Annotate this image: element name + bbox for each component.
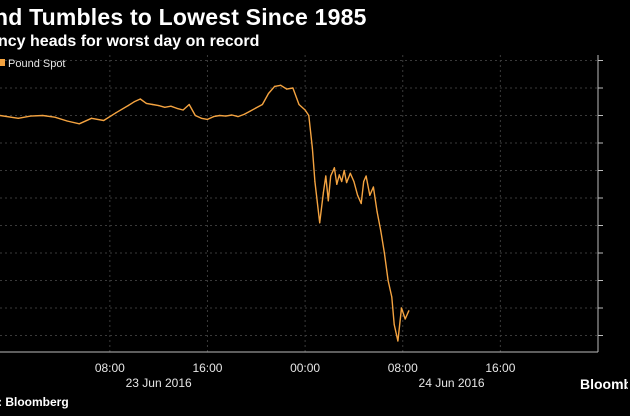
data-point	[188, 103, 190, 106]
data-point	[206, 118, 209, 120]
data-point	[369, 194, 371, 196]
data-point	[338, 174, 340, 176]
data-point	[336, 183, 338, 185]
data-point	[330, 175, 332, 177]
legend-swatch	[0, 59, 5, 66]
data-point	[237, 116, 239, 118]
data-point	[365, 175, 367, 177]
data-point	[133, 101, 135, 103]
data-point	[360, 202, 362, 205]
data-point	[387, 279, 389, 282]
data-point	[170, 105, 172, 107]
data-point	[308, 114, 310, 117]
data-point	[404, 318, 406, 320]
data-point	[249, 110, 251, 112]
data-point	[325, 175, 327, 177]
data-point	[333, 167, 335, 169]
data-point	[145, 102, 148, 104]
data-point	[380, 230, 382, 232]
data-point	[176, 107, 178, 109]
data-point	[255, 107, 257, 109]
data-point	[304, 109, 306, 111]
data-point	[182, 109, 184, 111]
data-point	[393, 323, 395, 326]
chart-subtitle: ncy heads for worst day on record	[0, 33, 260, 50]
source-note: : Bloomberg	[0, 395, 69, 409]
data-point	[286, 88, 288, 90]
data-point	[322, 191, 325, 194]
data-point	[139, 98, 141, 100]
data-point	[127, 105, 129, 107]
x-tick-label: 00:00	[290, 361, 320, 375]
chart-title: nd Tumbles to Lowest Since 1985	[0, 4, 367, 30]
data-point	[164, 106, 166, 108]
legend-label: Pound Spot	[8, 58, 66, 70]
data-point	[200, 117, 202, 119]
data-point	[327, 200, 329, 202]
data-point	[194, 114, 196, 117]
data-point	[343, 169, 345, 172]
data-point	[356, 194, 359, 196]
bloomberg-logo: Bloomberg	[580, 376, 628, 392]
data-point	[90, 117, 93, 119]
data-point	[345, 182, 348, 184]
data-point	[391, 296, 393, 298]
data-point	[0, 114, 1, 117]
data-point	[319, 222, 321, 224]
data-point	[29, 115, 32, 117]
x-tick-label: 08:00	[95, 361, 125, 375]
data-point	[408, 310, 410, 312]
x-tick-label: 08:00	[388, 361, 418, 375]
data-point	[363, 180, 365, 183]
x-tick-label: 16:00	[485, 361, 515, 375]
data-point	[225, 115, 227, 117]
data-point	[383, 252, 386, 254]
data-point	[292, 87, 294, 89]
data-point	[353, 180, 355, 183]
data-point	[78, 123, 80, 125]
data-point	[212, 116, 215, 118]
data-point	[341, 180, 343, 183]
data-point	[311, 147, 314, 150]
data-point	[261, 103, 263, 106]
data-point	[243, 113, 245, 115]
series-line-pound-spot	[0, 84, 410, 342]
data-point	[298, 103, 300, 106]
data-point	[115, 112, 117, 114]
data-point	[103, 119, 105, 122]
data-point	[158, 105, 160, 107]
x-tick-label: 16:00	[192, 361, 222, 375]
data-point	[376, 211, 378, 213]
data-point	[17, 117, 19, 119]
data-point	[397, 340, 399, 342]
data-point	[349, 172, 351, 174]
data-point	[219, 114, 221, 117]
date-label: 24 Jun 2016	[419, 376, 485, 390]
data-point	[267, 92, 270, 95]
data-point	[314, 180, 316, 183]
data-point	[400, 307, 403, 309]
data-point	[54, 116, 56, 118]
data-point	[42, 114, 44, 117]
data-point	[151, 103, 154, 106]
data-point	[273, 85, 276, 87]
data-point	[280, 84, 282, 86]
data-point	[66, 120, 68, 122]
data-point	[231, 114, 233, 116]
data-point	[372, 186, 375, 188]
date-label: 23 Jun 2016	[126, 376, 192, 390]
